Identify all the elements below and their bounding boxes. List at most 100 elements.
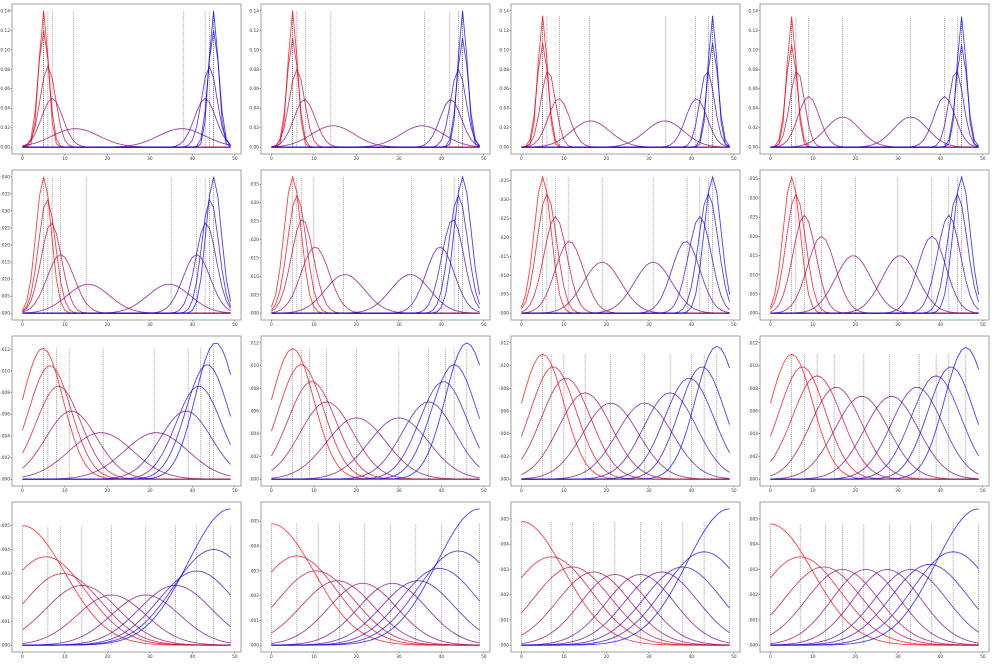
density-curve bbox=[271, 582, 480, 646]
density-curve bbox=[22, 432, 231, 480]
y-tick-label: 0.005 bbox=[0, 523, 10, 529]
subplot: 0 10 20 30 40 50 0.00 0.02 0.04 0.06 0.08 0.10 0.12 0… bbox=[250, 3, 491, 162]
y-tick-label: 0.003 bbox=[748, 567, 758, 573]
x-tick-label: 0 bbox=[21, 156, 24, 162]
x-tick-label: 10 bbox=[62, 156, 68, 162]
x-tick-label: 10 bbox=[311, 654, 317, 660]
y-tick-label: 0.002 bbox=[0, 455, 10, 461]
x-tick-label: 20 bbox=[603, 322, 609, 328]
x-tick-label: 30 bbox=[396, 322, 402, 328]
y-tick-label: 0.006 bbox=[0, 412, 10, 418]
x-tick-label: 0 bbox=[769, 322, 772, 328]
y-tick-label: 0.030 bbox=[249, 200, 259, 206]
y-tick-label: 0.04 bbox=[748, 106, 758, 112]
x-tick-label: 30 bbox=[396, 156, 402, 162]
y-tick-label: 0.12 bbox=[748, 28, 758, 34]
y-tick-label: 0.030 bbox=[0, 208, 10, 214]
x-tick-label: 40 bbox=[688, 654, 694, 660]
x-tick-label: 20 bbox=[852, 488, 858, 494]
axes-frame bbox=[260, 3, 491, 155]
x-tick-label: 40 bbox=[688, 322, 694, 328]
x-tick-label: 20 bbox=[354, 322, 360, 328]
y-tick-label: 0.030 bbox=[499, 197, 509, 203]
y-tick-label: 0.010 bbox=[0, 277, 10, 283]
x-tick-label: 30 bbox=[147, 488, 153, 494]
y-tick-label: 0.000 bbox=[249, 311, 259, 317]
y-tick-label: 0.008 bbox=[0, 390, 10, 396]
y-tick-label: 0.001 bbox=[748, 617, 758, 623]
y-tick-label: 0.00 bbox=[499, 145, 509, 151]
x-tick-label: 0 bbox=[21, 488, 24, 494]
y-tick-label: 0.08 bbox=[748, 67, 758, 73]
x-tick-label: 10 bbox=[311, 156, 317, 162]
y-tick-label: 0.015 bbox=[748, 253, 758, 259]
x-tick-label: 0 bbox=[21, 654, 24, 660]
x-tick-label: 50 bbox=[731, 156, 737, 162]
y-tick-label: 0.06 bbox=[250, 86, 260, 92]
y-tick-label: 0.012 bbox=[499, 340, 509, 346]
y-tick-label: 0.08 bbox=[250, 67, 260, 73]
y-tick-label: 0.004 bbox=[499, 542, 509, 548]
x-tick-label: 40 bbox=[688, 488, 694, 494]
y-tick-label: 0.14 bbox=[499, 8, 509, 14]
y-tick-label: 0.008 bbox=[249, 386, 259, 392]
density-curve bbox=[520, 15, 730, 148]
density-curve bbox=[271, 570, 480, 646]
axes-frame bbox=[510, 501, 740, 653]
axes-frame bbox=[11, 3, 242, 155]
y-tick-label: 0.000 bbox=[249, 643, 259, 649]
density-curve bbox=[22, 176, 232, 314]
y-tick-label: 0.012 bbox=[249, 340, 259, 346]
y-tick-label: 0.002 bbox=[748, 592, 758, 598]
subplot: 0 10 20 30 40 50 0.000 0.005 0.010 0.015 0.020 0.02… bbox=[249, 169, 491, 328]
x-tick-label: 20 bbox=[105, 156, 111, 162]
y-tick-label: 0.005 bbox=[748, 291, 758, 297]
y-tick-label: 0.003 bbox=[0, 571, 10, 577]
y-tick-label: 0.004 bbox=[249, 431, 259, 437]
y-tick-label: 0.020 bbox=[0, 243, 10, 249]
y-tick-label: 0.000 bbox=[499, 643, 509, 649]
y-tick-label: 0.015 bbox=[499, 254, 509, 260]
density-curve bbox=[520, 392, 730, 480]
subplot: 0 10 20 30 40 50 0.000 0.005 0.010 0.015 0.020 0.02… bbox=[499, 169, 740, 328]
x-tick-label: 50 bbox=[232, 488, 238, 494]
y-tick-label: 0.015 bbox=[0, 260, 10, 266]
x-tick-label: 0 bbox=[270, 322, 273, 328]
y-tick-label: 0.001 bbox=[0, 619, 10, 625]
y-tick-label: 0.025 bbox=[748, 215, 758, 221]
x-tick-label: 0 bbox=[520, 654, 523, 660]
x-tick-label: 40 bbox=[937, 156, 943, 162]
y-tick-label: 0.10 bbox=[0, 47, 10, 53]
x-tick-label: 0 bbox=[769, 488, 772, 494]
x-tick-label: 40 bbox=[688, 156, 694, 162]
x-tick-label: 50 bbox=[481, 322, 487, 328]
y-tick-label: 0.00 bbox=[250, 145, 260, 151]
axes-frame bbox=[260, 501, 491, 653]
x-tick-label: 10 bbox=[62, 654, 68, 660]
x-tick-label: 30 bbox=[895, 322, 901, 328]
y-tick-label: 0.12 bbox=[0, 28, 10, 34]
density-curve bbox=[520, 571, 730, 646]
density-curve bbox=[271, 582, 480, 646]
y-tick-label: 0.006 bbox=[748, 409, 758, 415]
subplot: 0 10 20 30 40 50 0.000 0.002 0.004 0.006 0.008 0.01… bbox=[0, 335, 242, 494]
x-tick-label: 40 bbox=[439, 156, 445, 162]
y-tick-label: 0.001 bbox=[499, 617, 509, 623]
subplot: 0 10 20 30 40 50 0.00 0.02 0.04 0.06 0.08 0.10 0.12 0… bbox=[748, 3, 990, 162]
subplot: 0 10 20 30 40 50 0.000 0.001 0.002 0.003 0.004 0.00… bbox=[249, 501, 491, 660]
y-tick-label: 0.000 bbox=[0, 477, 10, 483]
y-tick-label: 0.005 bbox=[499, 516, 509, 522]
x-tick-label: 50 bbox=[731, 654, 737, 660]
y-tick-label: 0.020 bbox=[748, 234, 758, 240]
density-curve bbox=[520, 508, 730, 646]
density-curve bbox=[22, 508, 231, 646]
x-tick-label: 0 bbox=[270, 654, 273, 660]
x-tick-label: 0 bbox=[21, 322, 24, 328]
density-curve bbox=[520, 345, 730, 480]
density-curve bbox=[770, 568, 979, 646]
y-tick-label: 0.004 bbox=[748, 431, 758, 437]
y-tick-label: 0.04 bbox=[0, 106, 10, 112]
density-curve bbox=[271, 401, 480, 480]
y-tick-label: 0.08 bbox=[0, 67, 10, 73]
